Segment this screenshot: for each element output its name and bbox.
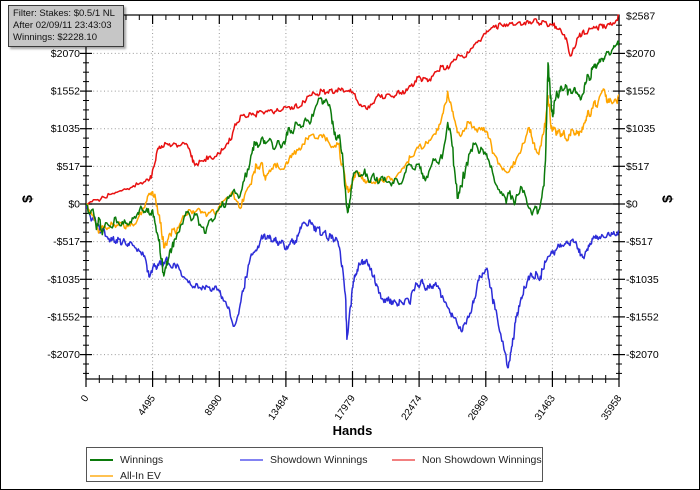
- svg-text:8990: 8990: [203, 393, 225, 418]
- legend-swatch: [90, 459, 113, 461]
- legend-label: Non Showdown Winnings: [422, 454, 542, 466]
- svg-text:-$517: -$517: [53, 236, 80, 248]
- filter-info-box: Filter: Stakes: $0.5/1 NL After 02/09/11…: [8, 5, 124, 47]
- series-showdown-winnings: [86, 203, 619, 369]
- legend-swatch: [90, 475, 113, 477]
- svg-text:$2070: $2070: [51, 48, 80, 60]
- svg-text:$1035: $1035: [51, 123, 80, 135]
- svg-text:13484: 13484: [266, 393, 291, 422]
- svg-text:-$1552: -$1552: [47, 311, 80, 323]
- legend-item-winnings: Winnings: [90, 453, 163, 467]
- x-axis-title: Hands: [332, 423, 373, 438]
- svg-text:$0: $0: [626, 199, 638, 211]
- series-winnings: [86, 40, 619, 277]
- chart-legend: Winnings Showdown Winnings Non Showdown Wi…: [86, 447, 543, 482]
- svg-text:-$1035: -$1035: [47, 274, 80, 286]
- svg-text:17979: 17979: [333, 393, 358, 422]
- svg-text:22474: 22474: [400, 393, 425, 422]
- svg-text:-$2070: -$2070: [626, 349, 659, 361]
- legend-label: All-In EV: [120, 470, 161, 482]
- svg-text:4495: 4495: [136, 393, 158, 418]
- svg-text:$2587: $2587: [626, 10, 655, 22]
- legend-swatch: [392, 459, 415, 461]
- legend-item-all-in-ev: All-In EV: [90, 469, 161, 483]
- legend-item-non-showdown-winnings: Non Showdown Winnings: [392, 453, 542, 467]
- filter-winnings-line: Winnings: $2228.10: [13, 32, 97, 43]
- y-axis-unit-left: $: [18, 195, 35, 203]
- svg-text:-$1552: -$1552: [626, 311, 659, 323]
- svg-text:$1035: $1035: [626, 123, 655, 135]
- svg-text:$517: $517: [57, 161, 81, 173]
- svg-text:35958: 35958: [599, 393, 624, 422]
- svg-text:$2070: $2070: [626, 48, 655, 60]
- filter-date-line: After 02/09/11 23:43:03: [13, 20, 112, 31]
- filter-stakes-line: Filter: Stakes: $0.5/1 NL: [13, 8, 115, 19]
- y-axis-unit-right: $: [658, 195, 675, 203]
- svg-text:0: 0: [79, 393, 91, 404]
- svg-text:-$1035: -$1035: [626, 274, 659, 286]
- series-non-showdown-winnings: [86, 14, 619, 205]
- legend-label: Winnings: [120, 454, 164, 466]
- legend-label: Showdown Winnings: [270, 454, 368, 466]
- svg-text:$517: $517: [626, 161, 650, 173]
- svg-text:$1552: $1552: [626, 86, 655, 98]
- svg-text:$1552: $1552: [51, 86, 80, 98]
- legend-item-showdown-winnings: Showdown Winnings: [240, 453, 367, 467]
- svg-text:-$2070: -$2070: [47, 349, 80, 361]
- svg-text:31463: 31463: [533, 393, 558, 422]
- svg-text:26969: 26969: [466, 393, 491, 422]
- legend-swatch: [240, 459, 263, 461]
- svg-text:$0: $0: [68, 199, 80, 211]
- svg-text:-$517: -$517: [626, 236, 653, 248]
